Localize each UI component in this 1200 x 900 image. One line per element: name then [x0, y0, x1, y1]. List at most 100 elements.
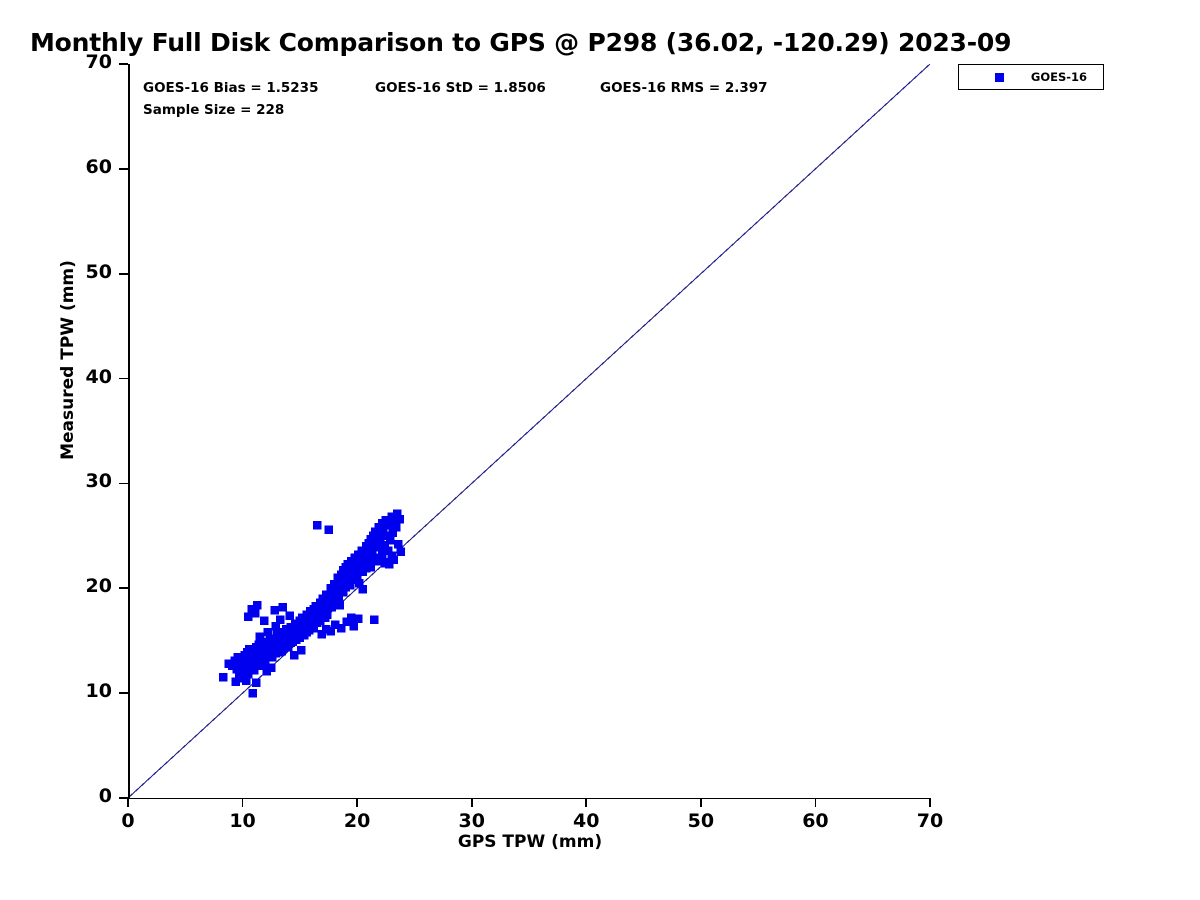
- annotation-sample-size: Sample Size = 228: [143, 102, 285, 118]
- scatter-point: [389, 517, 399, 527]
- legend: GOES-16: [958, 64, 1104, 90]
- scatter-point: [285, 611, 294, 620]
- scatter-point: [255, 661, 265, 671]
- data-points-group: [218, 509, 405, 698]
- y-axis-label: Measured TPW (mm): [58, 260, 78, 460]
- x-axis-tick: [470, 798, 473, 807]
- annotation-rms: GOES-16 RMS = 2.397: [600, 80, 768, 96]
- scatter-point: [327, 602, 337, 612]
- scatter-point: [378, 549, 387, 558]
- x-axis-tick-label: 70: [916, 810, 944, 832]
- scatter-point: [257, 638, 267, 648]
- scatter-point: [234, 668, 244, 678]
- y-axis-tick-label: 50: [85, 260, 112, 283]
- scatter-point: [352, 571, 362, 580]
- scatter-point: [237, 674, 246, 683]
- x-axis-tick-label: 10: [229, 810, 256, 832]
- scatter-point: [246, 654, 255, 663]
- scatter-point: [321, 624, 331, 634]
- y-axis-tick-label: 70: [85, 51, 112, 73]
- scatter-point: [362, 564, 371, 573]
- scatter-plot-canvas: [128, 64, 930, 798]
- scatter-point: [358, 585, 368, 594]
- scatter-point: [253, 600, 262, 610]
- x-axis-tick: [585, 798, 588, 807]
- x-axis-tick-label: 0: [121, 810, 135, 832]
- x-axis-tick: [241, 798, 244, 807]
- plot-area: [128, 64, 930, 798]
- scatter-point: [231, 677, 240, 686]
- x-axis-tick-label: 50: [687, 810, 715, 832]
- scatter-point: [316, 616, 325, 626]
- y-axis-tick-label: 30: [85, 470, 112, 493]
- scatter-point: [389, 555, 399, 565]
- x-axis-tick: [929, 798, 931, 807]
- scatter-point: [248, 688, 258, 698]
- x-axis-tick: [814, 798, 817, 807]
- scatter-point: [391, 523, 401, 532]
- y-axis-tick-label: 60: [85, 155, 112, 178]
- scatter-point: [324, 525, 333, 534]
- scatter-point: [383, 546, 393, 555]
- scatter-point: [349, 621, 358, 631]
- x-axis-tick: [356, 798, 358, 807]
- scatter-point: [396, 547, 405, 556]
- scatter-point: [218, 673, 228, 682]
- annotation-bias: GOES-16 Bias = 1.5235: [143, 80, 319, 96]
- scatter-point: [262, 666, 271, 676]
- scatter-point: [326, 627, 336, 636]
- scatter-point: [336, 623, 346, 633]
- scatter-point: [388, 528, 397, 537]
- scatter-point: [364, 557, 373, 567]
- scatter-point: [392, 509, 402, 519]
- scatter-point: [394, 539, 403, 549]
- scatter-point: [395, 514, 404, 524]
- one-to-one-line: [128, 64, 930, 798]
- scatter-point: [239, 666, 248, 676]
- scatter-point: [379, 525, 388, 534]
- scatter-point: [372, 543, 381, 552]
- scatter-point: [351, 564, 361, 573]
- scatter-point: [233, 653, 243, 662]
- scatter-point: [249, 665, 259, 675]
- scatter-point: [255, 632, 265, 641]
- scatter-point: [244, 612, 253, 621]
- y-axis-tick-label: 40: [85, 365, 112, 388]
- scatter-point: [317, 630, 326, 639]
- scatter-point: [266, 663, 276, 673]
- x-axis-line: [128, 797, 931, 800]
- y-axis-tick: [119, 692, 128, 694]
- scatter-point: [342, 617, 352, 627]
- scatter-point: [278, 602, 287, 612]
- y-axis-tick-label: 20: [85, 575, 112, 598]
- scatter-point: [370, 615, 379, 624]
- scatter-point: [309, 623, 318, 633]
- scatter-point: [384, 559, 394, 569]
- scatter-point: [339, 588, 348, 597]
- scatter-point: [367, 547, 377, 556]
- scatter-point: [241, 676, 251, 685]
- scatter-point: [354, 614, 363, 623]
- scatter-point: [381, 515, 391, 525]
- legend-square-marker-icon: [995, 73, 1004, 82]
- scatter-point: [289, 651, 299, 660]
- scatter-point: [252, 678, 261, 687]
- legend-label-goes16: GOES-16: [1030, 70, 1088, 84]
- x-axis-tick-label: 20: [343, 810, 371, 832]
- scatter-point: [331, 620, 340, 630]
- scatter-point: [250, 609, 260, 618]
- x-axis-tick-label: 30: [458, 810, 485, 832]
- x-axis-tick: [700, 798, 702, 807]
- scatter-point: [347, 613, 356, 622]
- scatter-point: [228, 661, 237, 671]
- scatter-point: [334, 592, 344, 601]
- y-axis-tick: [119, 272, 128, 275]
- annotation-std: GOES-16 StD = 1.8506: [375, 80, 546, 96]
- y-axis-tick-label: 0: [98, 785, 112, 807]
- y-axis-tick: [119, 587, 128, 590]
- scatter-point: [355, 578, 364, 588]
- scatter-point: [366, 563, 376, 572]
- scatter-point: [263, 628, 273, 637]
- y-axis-tick-label: 10: [85, 680, 112, 703]
- y-axis-line: [128, 64, 130, 799]
